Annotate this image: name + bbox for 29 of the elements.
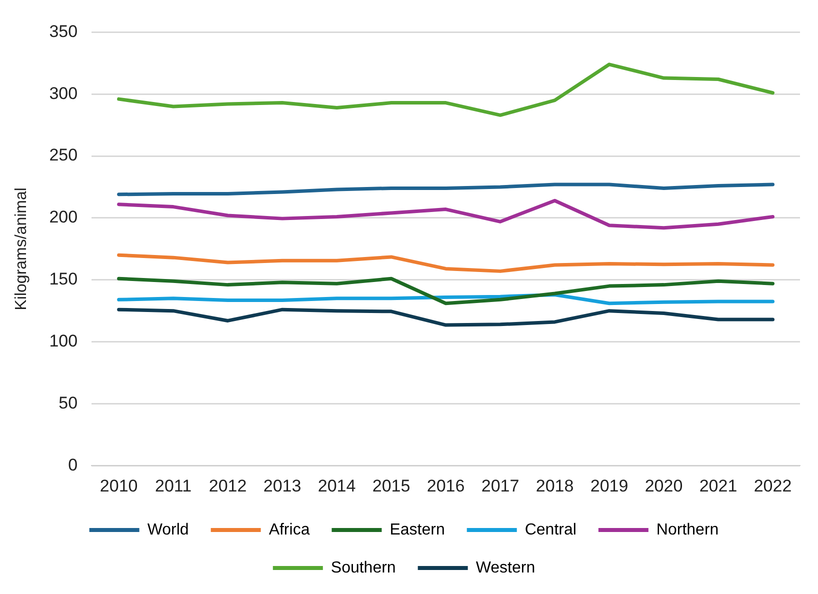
x-tick-label: 2020 (644, 476, 683, 496)
x-tick-label: 2016 (426, 476, 465, 496)
y-tick-label: 0 (68, 455, 78, 474)
legend-label: Eastern (390, 521, 445, 538)
legend-label: Western (476, 559, 536, 576)
x-tick-label: 2013 (263, 476, 302, 496)
legend-label: Northern (656, 521, 719, 538)
legend-label: Africa (268, 521, 310, 538)
y-tick-label: 200 (49, 208, 78, 227)
y-tick-label: 350 (49, 22, 78, 41)
x-tick-label: 2017 (481, 476, 520, 496)
x-tick-label: 2015 (372, 476, 410, 496)
x-tick-label: 2011 (155, 476, 192, 496)
x-tick-label: 2019 (590, 476, 628, 496)
y-tick-label: 100 (49, 331, 78, 350)
x-tick-label: 2014 (318, 476, 356, 496)
y-axis-title: Kilograms/animal (13, 188, 30, 310)
y-tick-label: 250 (49, 146, 78, 165)
x-tick-label: 2021 (699, 476, 738, 496)
legend-label: Southern (330, 559, 396, 576)
x-tick-label: 2018 (536, 476, 574, 496)
x-tick-label: 2012 (208, 476, 247, 496)
y-tick-label: 150 (49, 270, 78, 289)
x-tick-label: 2010 (100, 476, 138, 496)
x-tick-label: 2022 (754, 476, 792, 496)
y-tick-label: 300 (49, 84, 78, 103)
y-tick-label: 50 (58, 393, 78, 412)
legend-label: Central (524, 521, 576, 538)
legend-label: World (147, 521, 189, 538)
